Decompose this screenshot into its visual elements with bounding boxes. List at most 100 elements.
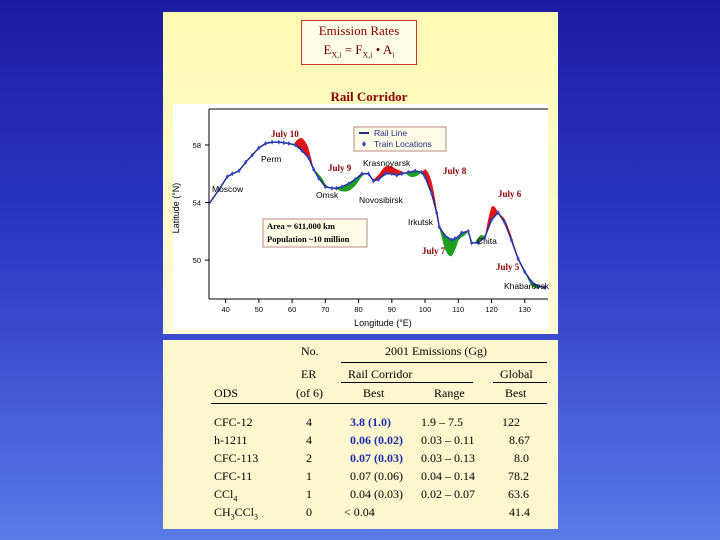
y-tick-label: 58 xyxy=(193,141,201,150)
train-location-point xyxy=(376,177,381,182)
header-of-6: (of 6) xyxy=(296,386,323,400)
row-ch3ccl3-ods-b: CCl xyxy=(234,505,255,519)
city-irkutsk: Irkutsk xyxy=(408,217,434,227)
map-panel: Emission Rates EX,i = FX,i • Ai Rail Cor… xyxy=(163,12,558,334)
emission-region-9 xyxy=(474,235,485,243)
label-july-8: July 8 xyxy=(443,166,467,176)
train-location-point xyxy=(466,228,470,234)
x-tick-label: 120 xyxy=(485,305,498,314)
legend-train-locations: Train Locations xyxy=(374,139,432,149)
x-tick-label: 90 xyxy=(388,305,396,314)
train-location-point xyxy=(435,210,439,216)
train-location-point xyxy=(323,184,327,190)
legend-marker-swatch xyxy=(362,141,366,147)
row-cfc12-ods: CFC-12 xyxy=(214,415,253,429)
train-location-point xyxy=(503,220,507,226)
train-location-point xyxy=(523,269,527,275)
train-location-point xyxy=(543,285,547,290)
row-h1211-best: 0.06 (0.02) xyxy=(350,433,403,447)
city-omsk: Omsk xyxy=(316,190,339,200)
formula-dot: • xyxy=(375,42,381,57)
label-july-7: July 7 xyxy=(422,246,446,256)
header-rule-rail xyxy=(341,382,473,383)
x-tick-label: 100 xyxy=(419,305,432,314)
header-global-best: Best xyxy=(505,386,527,400)
city-perm: Perm xyxy=(261,154,281,164)
header-rule-global xyxy=(493,382,547,383)
row-cfc113-best: 0.07 (0.03) xyxy=(350,451,403,465)
formula-equals: = xyxy=(344,42,353,57)
header-global: Global xyxy=(500,367,533,381)
header-er: ER xyxy=(301,367,317,381)
label-july-10: July 10 xyxy=(271,129,299,139)
row-ch3ccl3-ods-s1: 3 xyxy=(230,512,235,522)
formula-rhs2: A xyxy=(382,42,393,57)
formula-title: Emission Rates xyxy=(318,23,400,38)
header-no: No. xyxy=(301,344,319,358)
row-h1211-ods: h-1211 xyxy=(214,433,248,447)
formula-lhs: E xyxy=(323,42,332,57)
train-location-point xyxy=(263,141,268,146)
train-location-point xyxy=(476,240,480,246)
train-location-point xyxy=(334,185,338,191)
train-location-point xyxy=(496,210,500,216)
train-location-point xyxy=(420,169,424,175)
row-cfc113-no: 2 xyxy=(306,451,312,465)
train-location-point xyxy=(237,168,241,174)
row-ch3ccl3-ods: CH3CCl3 xyxy=(214,505,258,521)
formula-rhs1-sub: X,i xyxy=(362,50,373,60)
train-location-point xyxy=(483,234,487,240)
train-location-point xyxy=(371,178,376,184)
x-tick-label: 110 xyxy=(452,305,464,314)
train-location-point xyxy=(317,175,321,181)
row-cfc12-no: 4 xyxy=(306,415,312,429)
formula-box: Emission Rates EX,i = FX,i • Ai xyxy=(301,20,417,65)
train-location-point xyxy=(430,191,434,197)
area-text: Area = 611,000 km xyxy=(267,221,335,231)
train-location-point xyxy=(390,171,394,177)
row-cfc11-range: 0.04 – 0.14 xyxy=(421,469,475,483)
row-cfc11-ods: CFC-11 xyxy=(214,469,253,483)
y-tick-label: 50 xyxy=(193,256,201,265)
row-ccl4-ods-main: CCl xyxy=(214,487,234,501)
label-july-9: July 9 xyxy=(328,163,352,173)
city-chita: Chita xyxy=(477,236,497,246)
x-tick-label: 130 xyxy=(518,305,531,314)
train-location-point xyxy=(536,283,540,289)
x-axis-label: Longitude (°E) xyxy=(354,318,412,328)
emission-region-2 xyxy=(313,169,329,188)
train-location-point xyxy=(395,172,399,178)
emission-region-10 xyxy=(484,206,499,238)
row-ccl4-no: 1 xyxy=(306,487,312,501)
label-july-6: July 6 xyxy=(498,189,522,199)
train-location-point xyxy=(529,279,533,285)
row-ccl4-range: 0.02 – 0.07 xyxy=(421,487,475,501)
train-location-point xyxy=(450,237,454,243)
row-ch3ccl3-best: < 0.04 xyxy=(344,505,375,519)
area-info-box xyxy=(262,218,368,248)
row-ccl4-ods: CCl4 xyxy=(214,487,237,503)
city-khabarovsk: Khabarovsk xyxy=(504,281,550,291)
header-2001-emissions: 2001 Emissions (Gg) xyxy=(385,344,487,358)
train-location-point xyxy=(443,233,447,239)
rail-corridor-chart: Rail Corridor 40 50 60 70 80 90 100 110 120 130 58… xyxy=(171,89,550,329)
formula-lhs-sub: X,i xyxy=(331,50,342,60)
emissions-table: No. 2001 Emissions (Gg) ER Rail Corridor… xyxy=(163,340,558,529)
row-ch3ccl3-no: 0 xyxy=(306,505,312,519)
header-range: Range xyxy=(434,386,465,400)
row-ccl4-global: 63.6 xyxy=(508,487,529,501)
row-ch3ccl3-ods-s2: 3 xyxy=(254,512,259,522)
emission-region-7 xyxy=(439,225,460,257)
legend-box xyxy=(353,126,447,152)
header-ods: ODS xyxy=(214,386,239,400)
train-location-point xyxy=(489,217,494,223)
formula-equation: EX,i = FX,i • Ai xyxy=(302,42,416,60)
train-location-point xyxy=(400,171,404,177)
x-tick-label: 60 xyxy=(288,305,296,314)
row-ch3ccl3-global: 41.4 xyxy=(509,505,530,519)
header-best: Best xyxy=(363,386,385,400)
train-location-point xyxy=(307,155,311,161)
train-location-point xyxy=(470,240,474,246)
row-cfc12-global: 122 xyxy=(502,415,520,429)
chart-legend: Rail Line Train Locations xyxy=(353,126,447,152)
